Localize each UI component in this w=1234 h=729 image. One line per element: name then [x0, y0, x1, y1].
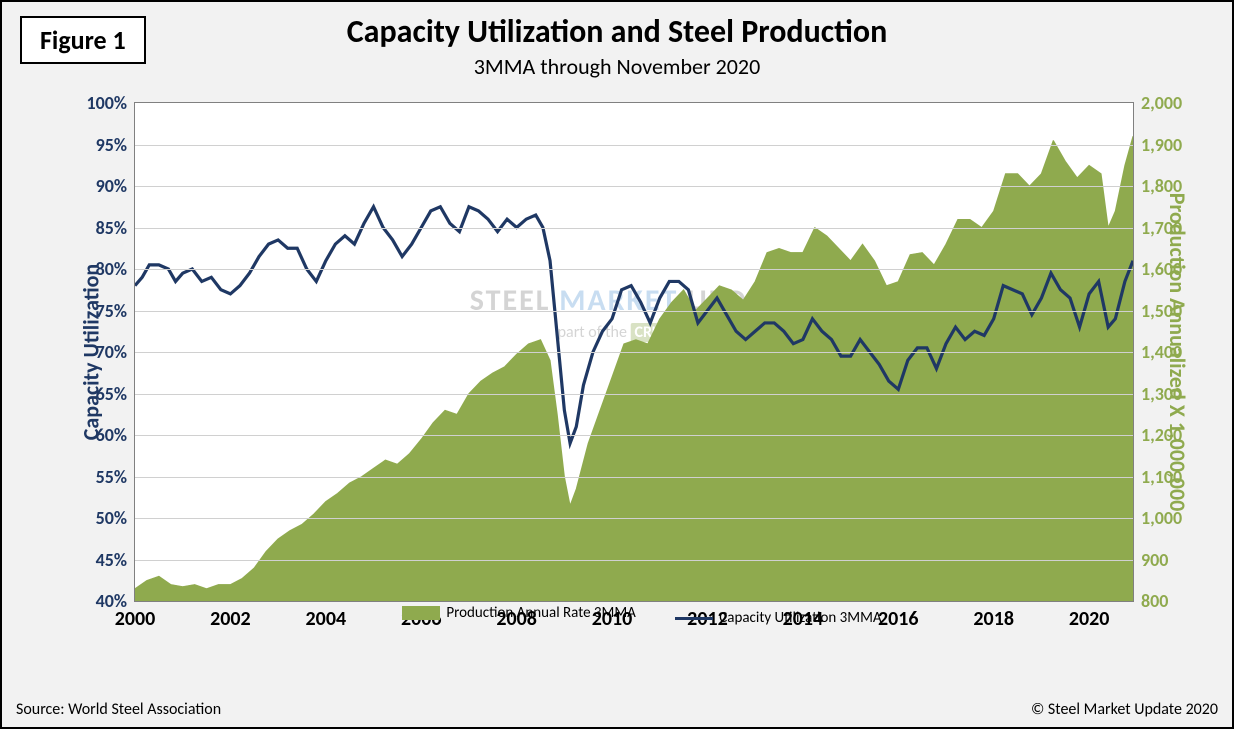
y2-tick-label: 1,200 [1141, 424, 1182, 446]
grid-line [135, 352, 1133, 353]
chart-subtitle: 3MMA through November 2020 [2, 53, 1232, 80]
y2-tick-label: 1,800 [1141, 175, 1182, 197]
legend-swatch-area [402, 606, 440, 620]
y2-tick-label: 1,900 [1141, 134, 1182, 156]
grid-line [135, 186, 1133, 187]
y2-tick-label: 1,400 [1141, 341, 1182, 363]
y1-tick-label: 90% [96, 175, 127, 197]
source-text: Source: World Steel Association [16, 700, 221, 719]
y1-tick-label: 65% [96, 383, 127, 405]
y2-tick-label: 2,000 [1141, 92, 1182, 114]
y1-tick-label: 50% [96, 507, 127, 529]
y1-tick-label: 95% [96, 134, 127, 156]
grid-line [135, 394, 1133, 395]
y1-tick-label: 55% [96, 466, 127, 488]
y1-tick-label: 85% [96, 217, 127, 239]
y1-tick-label: 70% [96, 341, 127, 363]
y2-tick-label: 1,600 [1141, 258, 1182, 280]
chart-frame: Figure 1 Capacity Utilization and Steel … [0, 0, 1234, 729]
title-block: Capacity Utilization and Steel Productio… [2, 12, 1232, 80]
legend-item-utilization: Capacity Utilization 3MMA [675, 609, 881, 627]
plot-area: Capacity Utilization Production Annualiz… [134, 102, 1134, 602]
legend-item-production: Production Annual Rate 3MMA [402, 604, 635, 622]
grid-line [135, 269, 1133, 270]
y2-tick-label: 1,100 [1141, 466, 1182, 488]
y2-tick-label: 900 [1141, 549, 1168, 571]
grid-line [135, 145, 1133, 146]
grid-line [135, 228, 1133, 229]
copyright-text: © Steel Market Update 2020 [1031, 700, 1218, 719]
y1-tick-label: 45% [96, 549, 127, 571]
y2-tick-label: 1,000 [1141, 507, 1182, 529]
legend-swatch-line [675, 617, 713, 620]
grid-line [135, 518, 1133, 519]
grid-line [135, 477, 1133, 478]
legend: Production Annual Rate 3MMA Capacity Uti… [72, 604, 1212, 628]
y1-tick-label: 80% [96, 258, 127, 280]
grid-line [135, 311, 1133, 312]
y2-tick-label: 1,300 [1141, 383, 1182, 405]
grid-line [135, 435, 1133, 436]
y1-tick-label: 60% [96, 424, 127, 446]
y1-tick-label: 75% [96, 300, 127, 322]
chart-title: Capacity Utilization and Steel Productio… [2, 12, 1232, 51]
chart-zone: Capacity Utilization Production Annualiz… [72, 102, 1212, 657]
grid-line [135, 560, 1133, 561]
y2-tick-label: 1,500 [1141, 300, 1182, 322]
y2-tick-label: 1,700 [1141, 217, 1182, 239]
footer: Source: World Steel Association © Steel … [16, 700, 1218, 719]
y1-tick-label: 100% [87, 92, 128, 114]
